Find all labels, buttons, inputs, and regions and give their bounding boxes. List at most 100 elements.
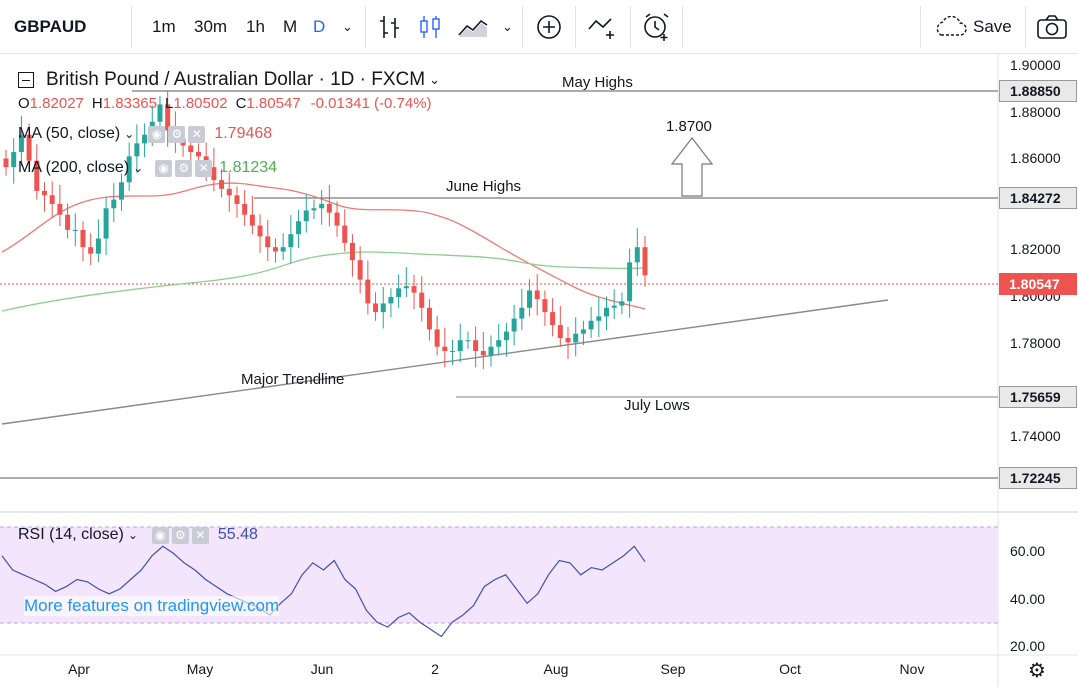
toolbar-divider [682, 6, 683, 48]
candle-body [326, 203, 332, 213]
target-label[interactable]: 1.8700 [666, 118, 712, 135]
ma200-legend[interactable]: MA (200, close) ⌄ ◉ ⚙ ✕ 1.81234 [18, 159, 277, 177]
candle-body [442, 346, 448, 352]
symbol-description: British Pound / Australian Dollar · 1D ·… [46, 69, 426, 90]
ma50-value: 1.79468 [214, 125, 273, 142]
eye-icon[interactable]: ◉ [148, 125, 166, 143]
interval-D-button[interactable]: D [313, 17, 326, 36]
bars-icon[interactable] [378, 0, 402, 54]
close-icon[interactable]: ✕ [195, 159, 213, 177]
candle-body [195, 152, 201, 157]
close-label: C [235, 95, 247, 112]
eye-icon[interactable]: ◉ [155, 159, 173, 177]
candle-body [34, 160, 40, 191]
rsi-tick: 60.00 [1010, 543, 1046, 559]
add-indicator-icon[interactable] [535, 0, 563, 54]
major-trendline-label[interactable]: Major Trendline [241, 371, 345, 388]
cloud-icon [936, 16, 967, 36]
rsi-dropdown-icon[interactable]: ⌄ [127, 528, 138, 542]
target-arrow[interactable] [670, 137, 714, 197]
candle-body [103, 208, 109, 239]
high-label: H [91, 95, 103, 112]
candle-body [480, 351, 486, 356]
compare-icon[interactable] [588, 0, 620, 54]
candle-body [249, 214, 255, 226]
candle-body [380, 303, 386, 313]
time-tick: 2 [431, 661, 439, 677]
candle-body [334, 212, 340, 226]
gear-icon[interactable]: ⚙ [171, 526, 189, 544]
candle-body [3, 158, 9, 168]
candle-body [88, 247, 94, 254]
symbol-search-button[interactable]: GBPAUD [14, 17, 87, 36]
rsi-legend[interactable]: RSI (14, close) ⌄ ◉ ⚙ ✕ 55.48 [18, 526, 258, 544]
ma50-label: MA (50, close) [18, 125, 121, 142]
candle-body [142, 134, 148, 144]
level-tag-may-highs[interactable]: 1.88850 [999, 80, 1077, 102]
candle-body [634, 247, 640, 263]
gear-icon[interactable]: ⚙ [168, 125, 186, 143]
level-tag-lower[interactable]: 1.72245 [999, 467, 1077, 489]
level-tag-june-highs[interactable]: 1.84272 [999, 187, 1077, 209]
symbol-legend[interactable]: British Pound / Australian Dollar · 1D ·… [18, 69, 440, 91]
eye-icon[interactable]: ◉ [151, 526, 169, 544]
candles-icon[interactable] [418, 0, 442, 54]
interval-dropdown-icon[interactable]: ⌄ [342, 19, 353, 34]
candle-body [288, 234, 294, 248]
candle-body [604, 307, 610, 317]
camera-icon[interactable] [1036, 0, 1068, 54]
candle-body [557, 325, 563, 339]
open-label: O [18, 95, 30, 112]
candle-body [118, 182, 124, 200]
interval-30m-button[interactable]: 30m [194, 17, 228, 36]
price-tick: 1.78000 [1010, 335, 1061, 351]
time-tick: Apr [68, 661, 90, 677]
candle-body [188, 145, 194, 153]
close-icon[interactable]: ✕ [188, 125, 206, 143]
toolbar-divider [522, 6, 523, 48]
ma50-legend[interactable]: MA (50, close) ⌄ ◉ ⚙ ✕ 1.79468 [18, 125, 272, 143]
candle-body [588, 320, 594, 330]
change-value: -0.01341 (-0.74%) [310, 95, 432, 112]
time-tick: May [186, 661, 214, 677]
interval-1h-button[interactable]: 1h [246, 17, 265, 36]
july-lows-label[interactable]: July Lows [624, 397, 690, 414]
candle-body [373, 303, 379, 313]
rsi-line[interactable] [1, 545, 646, 638]
candle-body [265, 236, 271, 248]
collapse-legend-icon[interactable] [18, 72, 34, 88]
candle-body [257, 225, 263, 237]
rsi-label: RSI (14, close) [18, 526, 124, 543]
candle-body [72, 229, 78, 231]
june-highs-label[interactable]: June Highs [446, 178, 522, 195]
close-value: 1.80547 [246, 95, 301, 112]
watermark-link[interactable]: More features on tradingview.com [24, 596, 280, 616]
candle-body [565, 338, 571, 343]
high-value: 1.83365 [102, 95, 157, 112]
ma200-line[interactable] [1, 251, 646, 312]
candle-body [450, 351, 456, 353]
alert-icon[interactable] [642, 0, 672, 54]
candle-body [365, 279, 371, 304]
level-tag-july-lows[interactable]: 1.75659 [999, 386, 1077, 408]
candle-body [319, 203, 325, 209]
candle-body [434, 329, 440, 347]
may-highs-label[interactable]: May Highs [562, 74, 633, 91]
area-chart-icon[interactable] [458, 0, 488, 54]
chart-settings-gear-icon[interactable]: ⚙ [1028, 660, 1046, 682]
time-tick: Oct [779, 661, 801, 677]
ma200-dropdown-icon[interactable]: ⌄ [133, 161, 144, 175]
candle-body [57, 203, 63, 215]
ma50-dropdown-icon[interactable]: ⌄ [124, 127, 135, 141]
gear-icon[interactable]: ⚙ [175, 159, 193, 177]
interval-1m-button[interactable]: 1m [152, 17, 176, 36]
candle-body [411, 286, 417, 293]
toolbar-divider [575, 6, 576, 48]
time-tick: Sep [660, 661, 686, 677]
legend-dropdown-icon[interactable]: ⌄ [429, 72, 440, 87]
close-icon[interactable]: ✕ [191, 526, 209, 544]
candle-body [611, 305, 617, 308]
save-button[interactable]: Save [933, 0, 1012, 54]
interval-M-button[interactable]: M [283, 17, 298, 36]
chart-type-dropdown-icon[interactable]: ⌄ [502, 19, 513, 34]
